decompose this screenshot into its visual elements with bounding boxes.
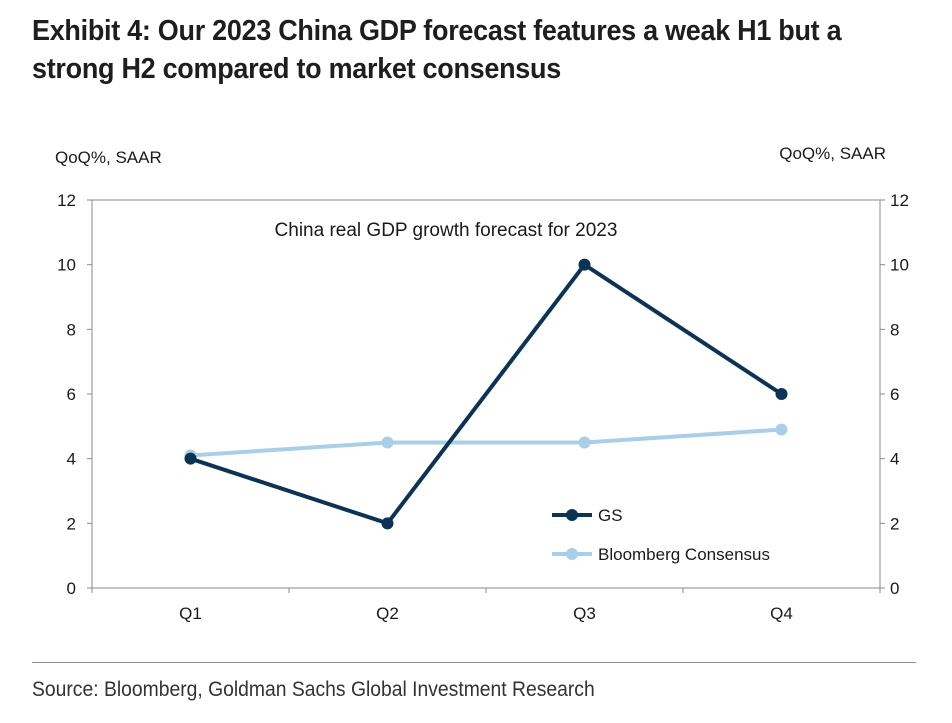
data-point-bloomberg-consensus (578, 436, 591, 449)
series-line-bloomberg-consensus (190, 427, 782, 458)
x-tick-label: Q1 (179, 604, 202, 623)
right-y-tick-label: 12 (890, 191, 909, 210)
x-tick-label: Q4 (770, 604, 793, 623)
legend: GS Bloomberg Consensus (552, 506, 770, 564)
data-point-gs (184, 452, 197, 465)
left-y-tick-label: 0 (67, 579, 76, 598)
data-point-gs (381, 517, 394, 530)
right-y-tick-label: 6 (890, 385, 899, 404)
legend-item: GS (552, 506, 623, 525)
legend-label: Bloomberg Consensus (598, 545, 770, 564)
series-bloomberg-consensus (184, 423, 788, 462)
exhibit-title: Exhibit 4: Our 2023 China GDP forecast f… (32, 15, 842, 85)
series-gs (184, 258, 788, 530)
legend-item: Bloomberg Consensus (552, 545, 770, 564)
left-y-tick-label: 12 (57, 191, 76, 210)
data-point-bloomberg-consensus (775, 423, 788, 436)
right-y-tick-label: 8 (890, 320, 899, 339)
left-y-tick-label: 4 (67, 450, 76, 469)
axes-layer: 0 0 2 2 4 4 6 6 8 8 10 10 12 12 Q1 Q2 Q3 Q4 (57, 191, 909, 623)
left-y-tick-label: 6 (67, 385, 76, 404)
chart-inner-title: China real GDP growth forecast for 2023 (275, 220, 618, 241)
footer-divider (32, 662, 916, 663)
legend-swatch-marker (566, 509, 578, 521)
data-point-gs (775, 388, 788, 400)
legend-swatch-marker (566, 548, 578, 560)
x-tick-label: Q3 (573, 604, 596, 623)
data-point-gs (578, 258, 591, 271)
x-tick-label: Q2 (376, 604, 399, 623)
source-note: Source: Bloomberg, Goldman Sachs Global … (32, 678, 595, 701)
right-y-tick-label: 2 (890, 514, 899, 533)
right-axis-label: QoQ%, SAAR (779, 144, 886, 163)
right-y-tick-label: 10 (890, 256, 909, 275)
series-layer (184, 258, 788, 530)
left-y-tick-label: 10 (57, 256, 76, 275)
right-y-tick-label: 4 (890, 450, 899, 469)
left-axis-label: QoQ%, SAAR (55, 148, 162, 167)
legend-label: GS (598, 506, 623, 525)
right-y-tick-label: 0 (890, 579, 899, 598)
left-y-tick-label: 8 (67, 320, 76, 339)
data-point-bloomberg-consensus (381, 436, 394, 449)
left-y-tick-label: 2 (67, 514, 76, 533)
series-line-gs (189, 262, 783, 526)
